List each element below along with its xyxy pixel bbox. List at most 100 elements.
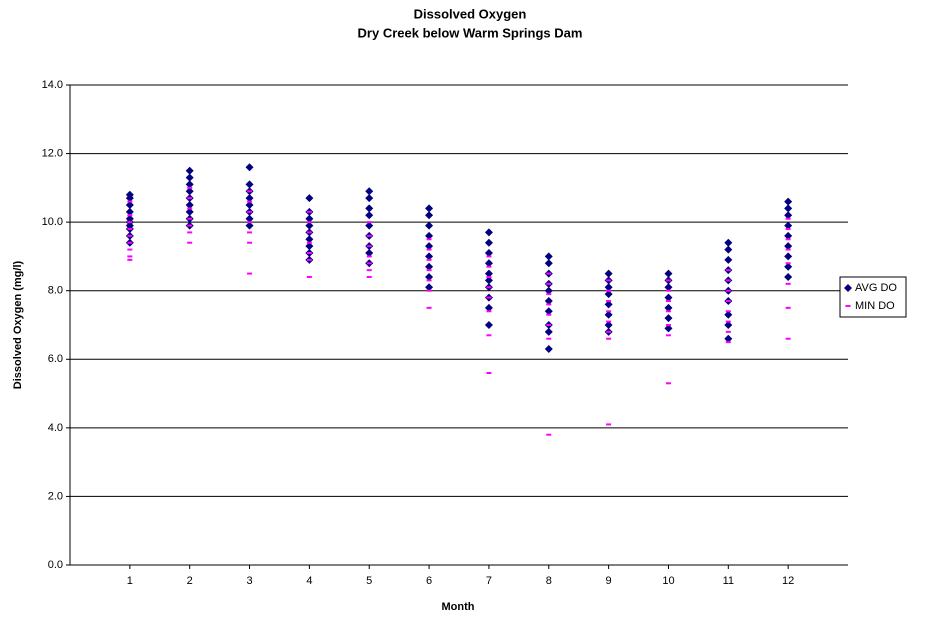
point (185, 173, 194, 182)
x-tick-label: 12 (782, 575, 794, 587)
legend-marker (844, 284, 852, 292)
point (665, 334, 671, 337)
x-tick-label: 10 (662, 575, 674, 587)
point (247, 200, 253, 203)
point (665, 310, 671, 313)
point (365, 211, 374, 220)
legend-marker (845, 305, 851, 307)
point (127, 214, 133, 217)
point (366, 262, 372, 265)
point (127, 258, 133, 261)
point (606, 310, 612, 313)
point (544, 286, 553, 295)
point (425, 252, 434, 261)
point (486, 334, 492, 337)
point (425, 221, 434, 230)
point (606, 423, 612, 426)
point (784, 262, 793, 271)
point (665, 279, 671, 282)
point (185, 201, 194, 209)
point (724, 310, 733, 319)
y-tick-label: 10.0 (42, 216, 63, 228)
point (247, 241, 253, 244)
point (484, 228, 493, 237)
point (725, 330, 731, 333)
point (484, 238, 493, 247)
point (425, 211, 434, 220)
point (664, 303, 673, 312)
point (426, 289, 432, 292)
point (606, 320, 612, 323)
point (365, 221, 374, 230)
point (606, 279, 612, 282)
point (245, 163, 254, 172)
point (245, 180, 254, 189)
point (486, 286, 492, 289)
point (544, 307, 553, 316)
point (247, 190, 253, 193)
point (425, 283, 434, 292)
point (187, 186, 193, 189)
point (127, 200, 133, 203)
y-tick-label: 0.0 (48, 559, 63, 571)
point (366, 234, 372, 237)
point (544, 345, 553, 353)
point (604, 300, 613, 309)
point (245, 194, 254, 203)
point (725, 320, 731, 323)
y-tick-label: 2.0 (48, 490, 63, 502)
point (725, 300, 731, 302)
point (484, 321, 493, 329)
legend-label: AVG DO (855, 282, 897, 294)
point (247, 221, 253, 224)
x-tick-label: 6 (426, 575, 432, 587)
point (544, 252, 553, 261)
point (784, 273, 793, 281)
point (784, 197, 793, 206)
chart-title: Dissolved Oxygen (414, 6, 527, 21)
point (486, 372, 492, 374)
point (127, 228, 133, 230)
point (306, 210, 312, 213)
point (785, 248, 791, 251)
point (546, 293, 552, 296)
x-tick-label: 4 (306, 575, 312, 587)
point (305, 235, 314, 244)
point (185, 180, 194, 189)
point (544, 297, 553, 305)
point (306, 276, 312, 278)
chart-subtitle: Dry Creek below Warm Springs Dam (358, 25, 583, 40)
point (366, 221, 372, 224)
y-tick-label: 8.0 (48, 285, 63, 297)
point (546, 282, 552, 285)
x-axis-title: Month (442, 601, 475, 613)
point (365, 204, 374, 213)
point (544, 327, 553, 336)
point (187, 207, 193, 210)
point (426, 269, 432, 272)
point (546, 337, 552, 340)
point (725, 310, 731, 313)
point (484, 259, 493, 268)
point (785, 228, 791, 230)
point (486, 296, 492, 299)
point (127, 248, 133, 251)
point (425, 273, 434, 281)
point (665, 300, 671, 302)
point (426, 279, 432, 282)
point (664, 293, 673, 302)
point (484, 276, 493, 285)
point (785, 282, 791, 285)
point (785, 306, 791, 309)
point (426, 248, 432, 251)
point (187, 197, 193, 200)
legend-box (839, 276, 907, 318)
legend-label: MIN DO (855, 300, 895, 312)
point (546, 272, 552, 275)
point (306, 221, 312, 224)
point (785, 238, 791, 241)
point (366, 276, 372, 278)
point (425, 204, 434, 213)
point (425, 242, 434, 251)
